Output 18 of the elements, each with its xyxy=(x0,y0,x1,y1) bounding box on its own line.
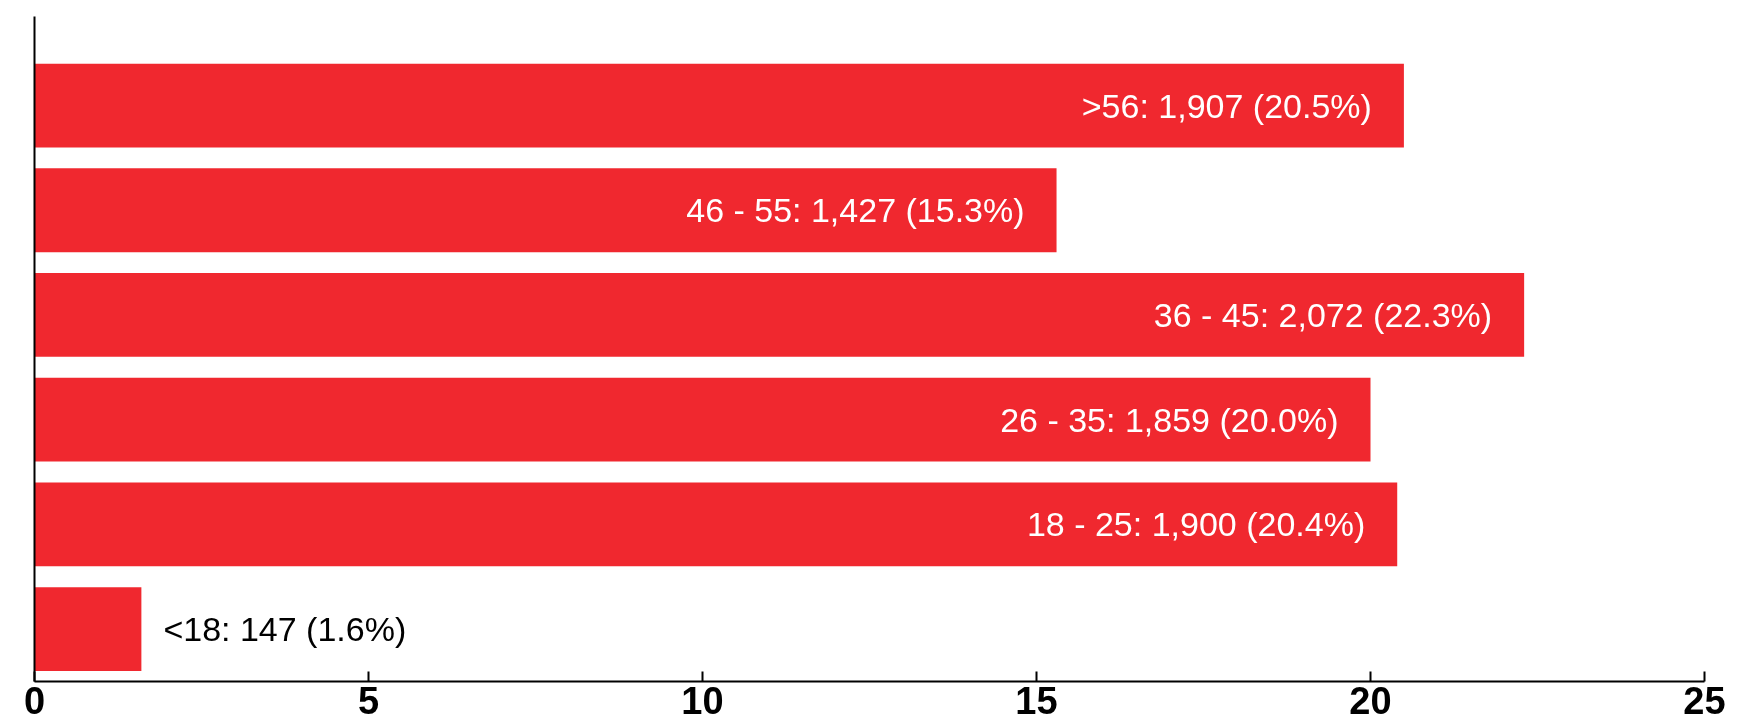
bar xyxy=(34,63,1404,148)
bar xyxy=(34,168,1057,253)
bar xyxy=(34,273,1525,357)
x-tick-label: 10 xyxy=(681,679,724,716)
data-label: <18: 147 (1.6%) xyxy=(163,610,407,649)
x-tick-label: 20 xyxy=(1349,679,1392,716)
x-tick-label: 25 xyxy=(1683,679,1726,716)
data-label: 46 - 55: 1,427 (15.3%) xyxy=(686,191,1025,230)
data-label: >56: 1,907 (20.5%) xyxy=(1081,86,1372,125)
x-tick-label: 5 xyxy=(357,679,380,716)
bar xyxy=(34,482,1398,567)
data-label: 18 - 25: 1,900 (20.4%) xyxy=(1026,505,1366,544)
data-label: 36 - 45: 2,072 (22.3%) xyxy=(1153,295,1493,334)
bar xyxy=(34,587,142,672)
x-tick-label: 15 xyxy=(1015,679,1058,716)
data-label: 26 - 35: 1,859 (20.0%) xyxy=(1000,400,1339,439)
bar xyxy=(34,377,1371,462)
x-tick-label: 0 xyxy=(23,679,46,716)
